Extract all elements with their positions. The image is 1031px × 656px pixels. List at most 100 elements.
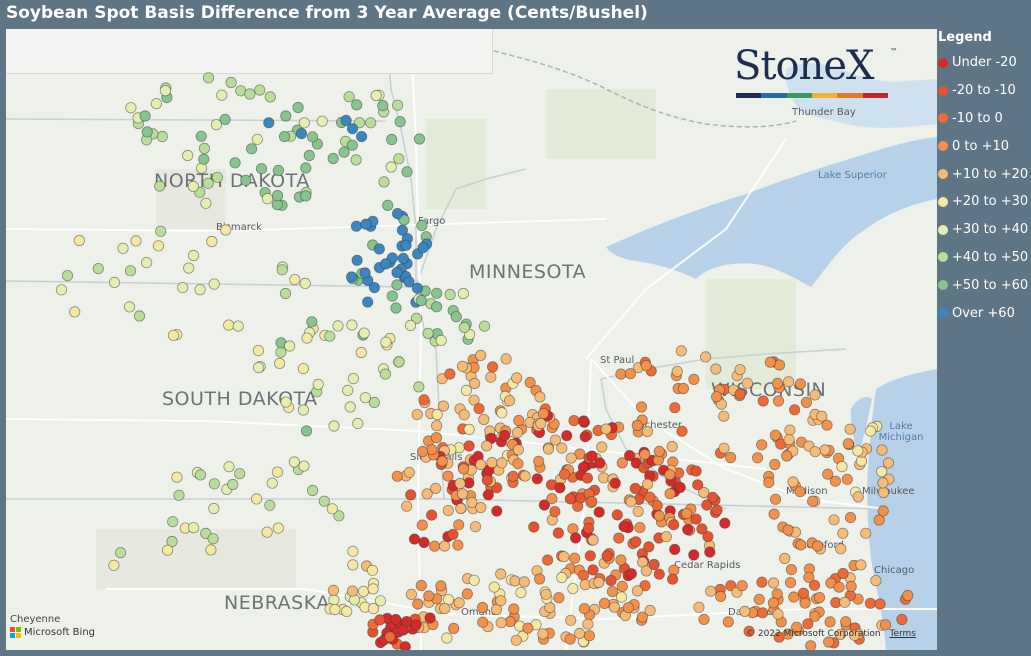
basis-point-marker[interactable] bbox=[842, 438, 854, 450]
basis-point-marker[interactable] bbox=[533, 455, 545, 467]
basis-point-marker[interactable] bbox=[444, 288, 456, 301]
basis-point-marker[interactable] bbox=[171, 471, 183, 483]
basis-point-marker[interactable] bbox=[736, 580, 748, 592]
basis-point-marker[interactable] bbox=[283, 340, 296, 352]
basis-point-marker[interactable] bbox=[450, 311, 462, 323]
basis-point-marker[interactable] bbox=[298, 460, 310, 472]
basis-point-marker[interactable] bbox=[205, 544, 217, 556]
basis-point-marker[interactable] bbox=[303, 149, 315, 162]
basis-point-marker[interactable] bbox=[385, 161, 397, 173]
basis-point-marker[interactable] bbox=[457, 287, 469, 300]
basis-point-marker[interactable] bbox=[788, 591, 800, 603]
basis-point-marker[interactable] bbox=[380, 258, 392, 270]
basis-point-marker[interactable] bbox=[352, 417, 364, 430]
basis-point-marker[interactable] bbox=[870, 574, 882, 587]
basis-point-marker[interactable] bbox=[643, 541, 655, 553]
basis-point-marker[interactable] bbox=[346, 123, 359, 135]
basis-point-marker[interactable] bbox=[710, 363, 722, 375]
basis-point-marker[interactable] bbox=[631, 585, 644, 597]
basis-point-marker[interactable] bbox=[373, 243, 385, 255]
basis-point-marker[interactable] bbox=[764, 356, 776, 368]
basis-point-marker[interactable] bbox=[860, 527, 872, 539]
basis-point-marker[interactable] bbox=[210, 119, 222, 131]
basis-point-marker[interactable] bbox=[272, 164, 284, 177]
basis-point-marker[interactable] bbox=[271, 190, 284, 202]
basis-point-marker[interactable] bbox=[623, 449, 636, 462]
basis-point-marker[interactable] bbox=[461, 588, 473, 600]
basis-point-marker[interactable] bbox=[478, 413, 490, 426]
basis-point-marker[interactable] bbox=[211, 171, 223, 183]
basis-point-marker[interactable] bbox=[772, 608, 784, 620]
basis-point-marker[interactable] bbox=[561, 430, 573, 442]
basis-point-marker[interactable] bbox=[346, 585, 359, 597]
basis-point-marker[interactable] bbox=[439, 602, 451, 615]
basis-point-marker[interactable] bbox=[436, 455, 448, 467]
basis-point-marker[interactable] bbox=[271, 466, 284, 478]
basis-point-marker[interactable] bbox=[466, 496, 478, 509]
basis-point-marker[interactable] bbox=[229, 157, 241, 169]
basis-point-marker[interactable] bbox=[276, 264, 288, 276]
basis-point-marker[interactable] bbox=[300, 425, 313, 437]
basis-point-marker[interactable] bbox=[702, 530, 714, 543]
basis-point-marker[interactable] bbox=[522, 622, 534, 634]
basis-point-marker[interactable] bbox=[318, 495, 330, 507]
basis-point-marker[interactable] bbox=[836, 460, 848, 473]
basis-point-marker[interactable] bbox=[864, 425, 877, 437]
basis-point-marker[interactable] bbox=[639, 448, 651, 461]
basis-point-marker[interactable] bbox=[476, 601, 489, 614]
basis-point-marker[interactable] bbox=[194, 469, 207, 481]
basis-point-marker[interactable] bbox=[601, 550, 613, 562]
basis-point-marker[interactable] bbox=[340, 114, 352, 127]
basis-point-marker[interactable] bbox=[606, 585, 619, 598]
basis-point-marker[interactable] bbox=[636, 611, 649, 623]
basis-point-marker[interactable] bbox=[415, 579, 427, 592]
basis-point-marker[interactable] bbox=[524, 376, 536, 389]
basis-point-marker[interactable] bbox=[306, 484, 319, 497]
basis-point-marker[interactable] bbox=[767, 577, 780, 589]
basis-point-marker[interactable] bbox=[418, 536, 430, 549]
basis-point-marker[interactable] bbox=[455, 502, 467, 514]
basis-point-marker[interactable] bbox=[554, 482, 566, 494]
basis-point-marker[interactable] bbox=[496, 407, 508, 419]
basis-point-marker[interactable] bbox=[399, 641, 411, 651]
basis-point-marker[interactable] bbox=[442, 504, 454, 517]
basis-point-marker[interactable] bbox=[411, 282, 423, 294]
basis-point-marker[interactable] bbox=[696, 523, 708, 535]
basis-point-marker[interactable] bbox=[355, 131, 368, 143]
basis-point-marker[interactable] bbox=[425, 509, 438, 521]
basis-point-marker[interactable] bbox=[877, 486, 890, 499]
basis-point-marker[interactable] bbox=[187, 180, 199, 192]
basis-point-marker[interactable] bbox=[564, 493, 576, 505]
basis-point-marker[interactable] bbox=[195, 130, 207, 142]
basis-point-marker[interactable] bbox=[453, 519, 465, 531]
basis-point-marker[interactable] bbox=[108, 276, 121, 288]
basis-point-marker[interactable] bbox=[359, 392, 371, 404]
basis-point-marker[interactable] bbox=[718, 442, 730, 454]
basis-point-marker[interactable] bbox=[430, 431, 442, 444]
basis-point-marker[interactable] bbox=[198, 153, 210, 165]
basis-point-marker[interactable] bbox=[677, 382, 690, 395]
basis-point-marker[interactable] bbox=[240, 174, 252, 186]
basis-point-marker[interactable] bbox=[719, 517, 731, 529]
basis-point-marker[interactable] bbox=[234, 468, 246, 480]
basis-point-marker[interactable] bbox=[491, 505, 503, 517]
basis-point-marker[interactable] bbox=[386, 133, 398, 146]
basis-point-marker[interactable] bbox=[835, 543, 847, 555]
basis-point-marker[interactable] bbox=[822, 468, 834, 480]
basis-point-marker[interactable] bbox=[692, 479, 704, 491]
basis-point-marker[interactable] bbox=[92, 263, 104, 275]
basis-point-marker[interactable] bbox=[253, 361, 265, 374]
basis-point-marker[interactable] bbox=[413, 381, 425, 393]
basis-point-marker[interactable] bbox=[366, 564, 379, 576]
basis-point-marker[interactable] bbox=[631, 419, 643, 431]
basis-point-marker[interactable] bbox=[435, 580, 447, 592]
legend-item[interactable]: +10 to +20 bbox=[937, 160, 1031, 188]
basis-point-marker[interactable] bbox=[379, 368, 391, 380]
basis-point-marker[interactable] bbox=[690, 465, 702, 477]
basis-point-marker[interactable] bbox=[254, 84, 266, 96]
basis-point-marker[interactable] bbox=[279, 287, 292, 300]
basis-point-marker[interactable] bbox=[177, 282, 189, 294]
basis-point-marker[interactable] bbox=[306, 316, 318, 328]
basis-point-marker[interactable] bbox=[413, 133, 426, 145]
basis-point-marker[interactable] bbox=[124, 265, 137, 277]
